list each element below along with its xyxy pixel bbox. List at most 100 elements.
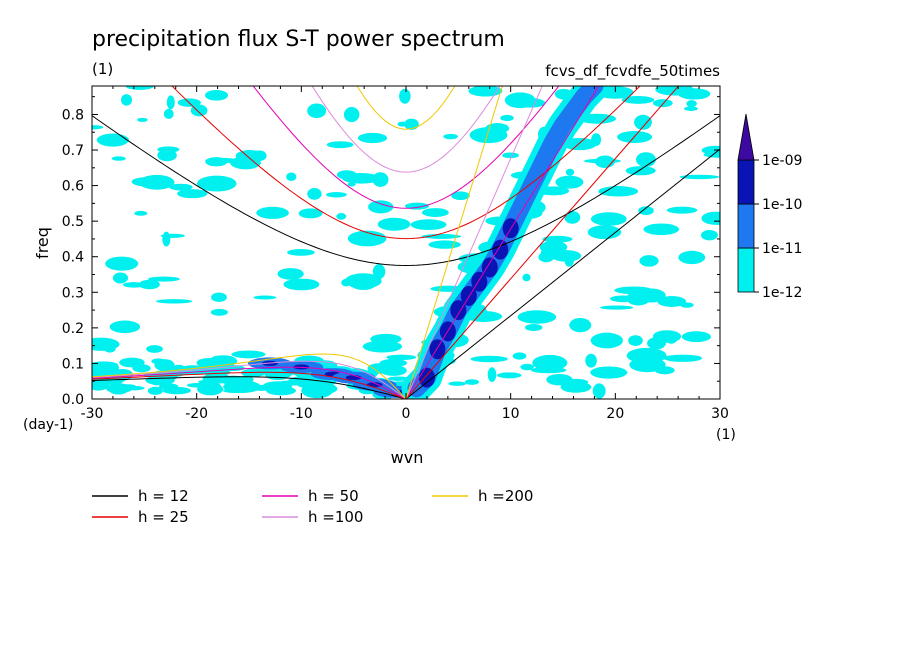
legend-label: h = 12	[138, 487, 189, 505]
y-tick-label: 0.3	[62, 285, 84, 301]
noise-patch	[211, 292, 227, 302]
noise-patch	[524, 324, 543, 332]
band-patch	[162, 386, 192, 395]
noise-patch	[111, 156, 126, 161]
ridge-peak	[450, 300, 467, 321]
noise-patch	[686, 100, 697, 108]
noise-patch	[177, 189, 208, 199]
noise-patch	[500, 114, 514, 122]
band-patch	[288, 376, 319, 386]
noise-patch	[681, 331, 712, 343]
noise-patch	[131, 177, 160, 187]
y-tick-label: 0.2	[62, 321, 84, 337]
noise-patch	[205, 157, 228, 167]
noise-patch	[344, 273, 382, 289]
x-unit-label: (1)	[716, 427, 736, 443]
noise-patch	[542, 235, 573, 243]
noise-patch	[137, 117, 148, 122]
dispersion-curves	[92, 86, 720, 399]
noise-patch	[635, 288, 666, 303]
noise-patch	[357, 132, 388, 144]
noise-patch	[657, 296, 687, 307]
noise-patch	[253, 295, 277, 300]
noise-patch	[169, 183, 193, 191]
noise-patch	[397, 121, 408, 127]
rossby-curve-h100	[92, 360, 407, 399]
noise-patch	[532, 354, 568, 371]
noise-patch	[468, 86, 503, 97]
noise-patch	[599, 305, 634, 310]
y-tick-label: 0.4	[62, 250, 84, 266]
noise-patch	[377, 217, 411, 231]
band-patch	[154, 359, 175, 372]
x-tick-label: -20	[185, 406, 208, 422]
y-tick-label: 0.8	[62, 107, 84, 123]
run-label: fcvs_df_fcvdfe_50times	[545, 62, 720, 81]
band-patch	[196, 358, 222, 368]
noise-patch	[583, 158, 621, 164]
noise-patch	[256, 206, 289, 219]
noise-patch	[551, 250, 582, 262]
noise-patch	[569, 317, 592, 333]
legend-label: h = 25	[138, 508, 189, 526]
ig-curve-h100	[311, 86, 501, 173]
noise-patch	[190, 104, 208, 117]
rossby-curve-h12	[92, 376, 407, 399]
noise-patch	[587, 225, 622, 240]
x-tick-label: 10	[502, 406, 520, 422]
noise-patch	[625, 166, 656, 176]
y-tick-label: 0.6	[62, 179, 84, 195]
noise-patch	[512, 352, 527, 360]
noise-patch	[155, 299, 193, 304]
noise-patch	[655, 86, 694, 96]
noise-patch	[519, 313, 547, 319]
noise-patch	[336, 212, 347, 220]
noise-patch	[410, 219, 447, 231]
noise-patch	[298, 208, 323, 219]
origin-blob	[380, 386, 401, 397]
y-tick-label: 0.7	[62, 143, 84, 159]
noise-patch	[590, 366, 628, 379]
noise-patch	[210, 308, 228, 316]
noise-patch	[652, 99, 673, 108]
y-axis-label: freq	[33, 227, 52, 259]
kelvin-curve-h25	[405, 86, 680, 399]
noise-patch	[621, 95, 655, 104]
noise-patch	[448, 381, 467, 386]
y-unit-label: (day-1)	[23, 417, 73, 433]
noise-patch	[163, 108, 174, 120]
noise-patch	[635, 152, 656, 167]
x-tick-label: 20	[606, 406, 624, 422]
noise-patch	[230, 156, 261, 170]
band-patch	[208, 382, 221, 389]
noise-patch	[487, 367, 497, 383]
noise-patch	[326, 141, 354, 149]
colorbar-swatch	[737, 159, 755, 205]
noise-patch	[684, 106, 698, 111]
noise-patch	[628, 335, 643, 346]
noise-patch	[421, 208, 449, 217]
rossby-curve-h200	[92, 353, 407, 399]
ridge-peak	[481, 257, 498, 278]
band-patch	[147, 386, 163, 395]
noise-patch	[530, 367, 567, 374]
noise-patch	[92, 337, 120, 351]
noise-patch	[647, 337, 666, 350]
noise-patch	[701, 211, 720, 225]
band-patch	[92, 365, 103, 372]
rossby-curve-h25	[92, 371, 407, 399]
noise-patch	[160, 233, 185, 238]
noise-patch	[555, 175, 584, 189]
noise-patch	[204, 89, 229, 101]
y-tick-label: 0.0	[62, 392, 84, 408]
noise-patch	[451, 191, 470, 201]
noise-patch	[464, 379, 480, 385]
kelvin-curve-h200	[405, 86, 503, 399]
noise-patch	[399, 88, 411, 104]
noise-patch	[585, 353, 597, 368]
noise-patch	[634, 114, 652, 130]
noise-patch	[497, 372, 522, 379]
noise-patch	[538, 251, 555, 263]
noise-patch	[287, 249, 315, 256]
band-patch	[132, 364, 151, 373]
